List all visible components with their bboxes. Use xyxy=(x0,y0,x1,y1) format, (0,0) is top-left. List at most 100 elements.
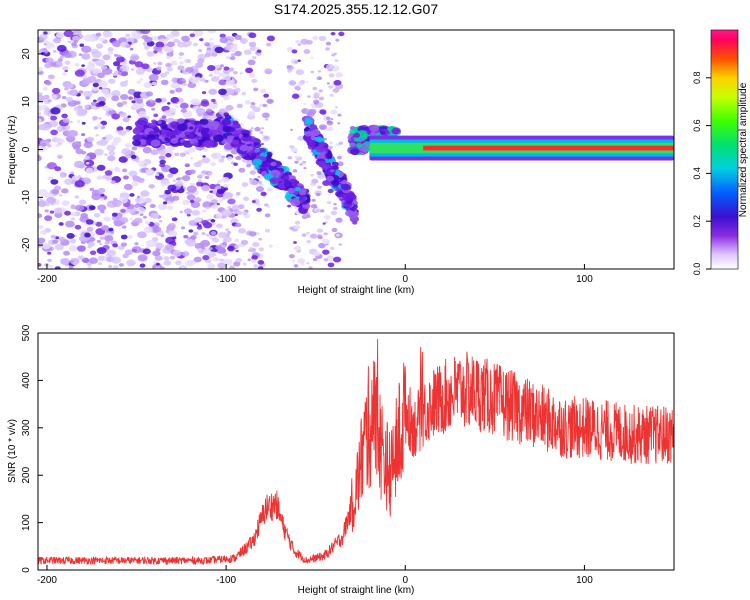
noise-blob xyxy=(210,162,217,167)
sparse-blob xyxy=(313,251,321,257)
sparse-blob xyxy=(326,120,334,126)
noise-blob xyxy=(78,90,84,94)
noise-blob xyxy=(92,58,97,62)
sparse-blob xyxy=(256,207,262,212)
tone-onset-blob xyxy=(368,124,380,132)
sparse-blob xyxy=(247,258,252,262)
noise-blob xyxy=(97,255,106,261)
noise-blob xyxy=(145,91,154,97)
noise-blob xyxy=(95,134,100,137)
noise-blob xyxy=(221,73,232,81)
noise-blob xyxy=(222,252,228,257)
noise-blob xyxy=(98,242,103,246)
noise-blob xyxy=(134,210,139,214)
noise-blob xyxy=(211,237,219,243)
sparse-blob xyxy=(338,243,343,246)
sparse-blob xyxy=(233,162,238,166)
noise-blob xyxy=(153,113,159,118)
noise-blob xyxy=(108,227,114,232)
sparse-blob xyxy=(307,111,315,117)
band-blob xyxy=(133,134,143,141)
sparse-blob xyxy=(254,126,261,132)
noise-blob xyxy=(38,237,46,244)
noise-blob xyxy=(39,198,43,201)
noise-blob xyxy=(113,136,122,143)
noise-blob xyxy=(180,266,185,269)
tone-onset-blob xyxy=(379,130,386,135)
band-blob xyxy=(188,133,195,139)
sparse-blob xyxy=(290,128,293,131)
noise-blob xyxy=(124,249,133,256)
noise-blob xyxy=(163,110,172,117)
noise-blob xyxy=(227,198,236,205)
sparse-blob xyxy=(235,249,239,253)
noise-blob xyxy=(75,101,81,105)
noise-blob xyxy=(106,202,114,208)
noise-blob xyxy=(144,220,151,225)
sparse-blob xyxy=(247,249,251,252)
noise-blob xyxy=(207,218,211,222)
noise-blob xyxy=(168,107,177,114)
noise-blob xyxy=(166,41,175,48)
noise-blob xyxy=(127,235,133,239)
sparse-blob xyxy=(301,263,305,266)
noise-blob xyxy=(73,39,78,43)
noise-blob xyxy=(189,199,195,204)
noise-blob xyxy=(81,150,87,155)
noise-blob xyxy=(97,187,106,193)
noise-blob xyxy=(204,175,210,180)
noise-blob xyxy=(197,247,203,252)
sparse-blob xyxy=(333,52,337,55)
noise-blob xyxy=(177,65,185,71)
colorbar-tick-label: 0.2 xyxy=(692,215,702,228)
diagonal-blob xyxy=(299,188,307,194)
diagonal-blob xyxy=(252,158,263,166)
sparse-blob xyxy=(326,255,335,262)
noise-blob xyxy=(65,96,74,102)
noise-blob xyxy=(210,75,220,82)
band-blob xyxy=(212,134,224,143)
sparse-blob xyxy=(251,78,258,84)
noise-blob xyxy=(104,235,114,242)
noise-blob xyxy=(183,208,193,215)
sparse-blob xyxy=(248,32,257,39)
noise-blob xyxy=(92,68,102,75)
noise-blob xyxy=(116,56,125,63)
noise-blob xyxy=(155,46,163,52)
noise-blob xyxy=(96,123,103,128)
sparse-blob xyxy=(327,188,334,194)
noise-blob xyxy=(45,42,55,49)
sparse-blob xyxy=(308,266,313,269)
noise-blob xyxy=(106,144,116,152)
tone-onset-blob xyxy=(349,142,356,147)
x-tick-label: 100 xyxy=(576,274,593,285)
diagonal-blob xyxy=(270,161,277,167)
noise-blob xyxy=(144,197,152,203)
sparse-blob xyxy=(329,93,334,97)
noise-blob xyxy=(129,47,134,51)
noise-blob xyxy=(130,154,137,159)
sparse-blob xyxy=(241,92,246,96)
noise-blob xyxy=(211,204,219,210)
sparse-blob xyxy=(310,56,314,59)
colorbar-tick-label: 0.4 xyxy=(692,167,702,180)
noise-blob xyxy=(134,197,141,202)
noise-blob xyxy=(175,105,179,108)
noise-blob xyxy=(191,209,200,216)
noise-blob xyxy=(121,100,128,105)
noise-blob xyxy=(51,94,58,99)
tone-line-core xyxy=(423,145,674,151)
noise-blob xyxy=(44,262,49,267)
sparse-blob xyxy=(232,70,238,75)
sparse-blob xyxy=(248,41,257,48)
sparse-blob xyxy=(256,52,262,57)
noise-blob xyxy=(207,171,213,175)
diagonal-blob xyxy=(222,126,232,133)
noise-blob xyxy=(151,81,158,86)
snr-frame xyxy=(37,332,675,571)
sparse-blob xyxy=(243,196,250,202)
sparse-blob xyxy=(316,171,322,175)
diagonal-blob xyxy=(341,193,353,202)
sparse-blob xyxy=(293,264,299,268)
sparse-blob xyxy=(263,195,267,199)
